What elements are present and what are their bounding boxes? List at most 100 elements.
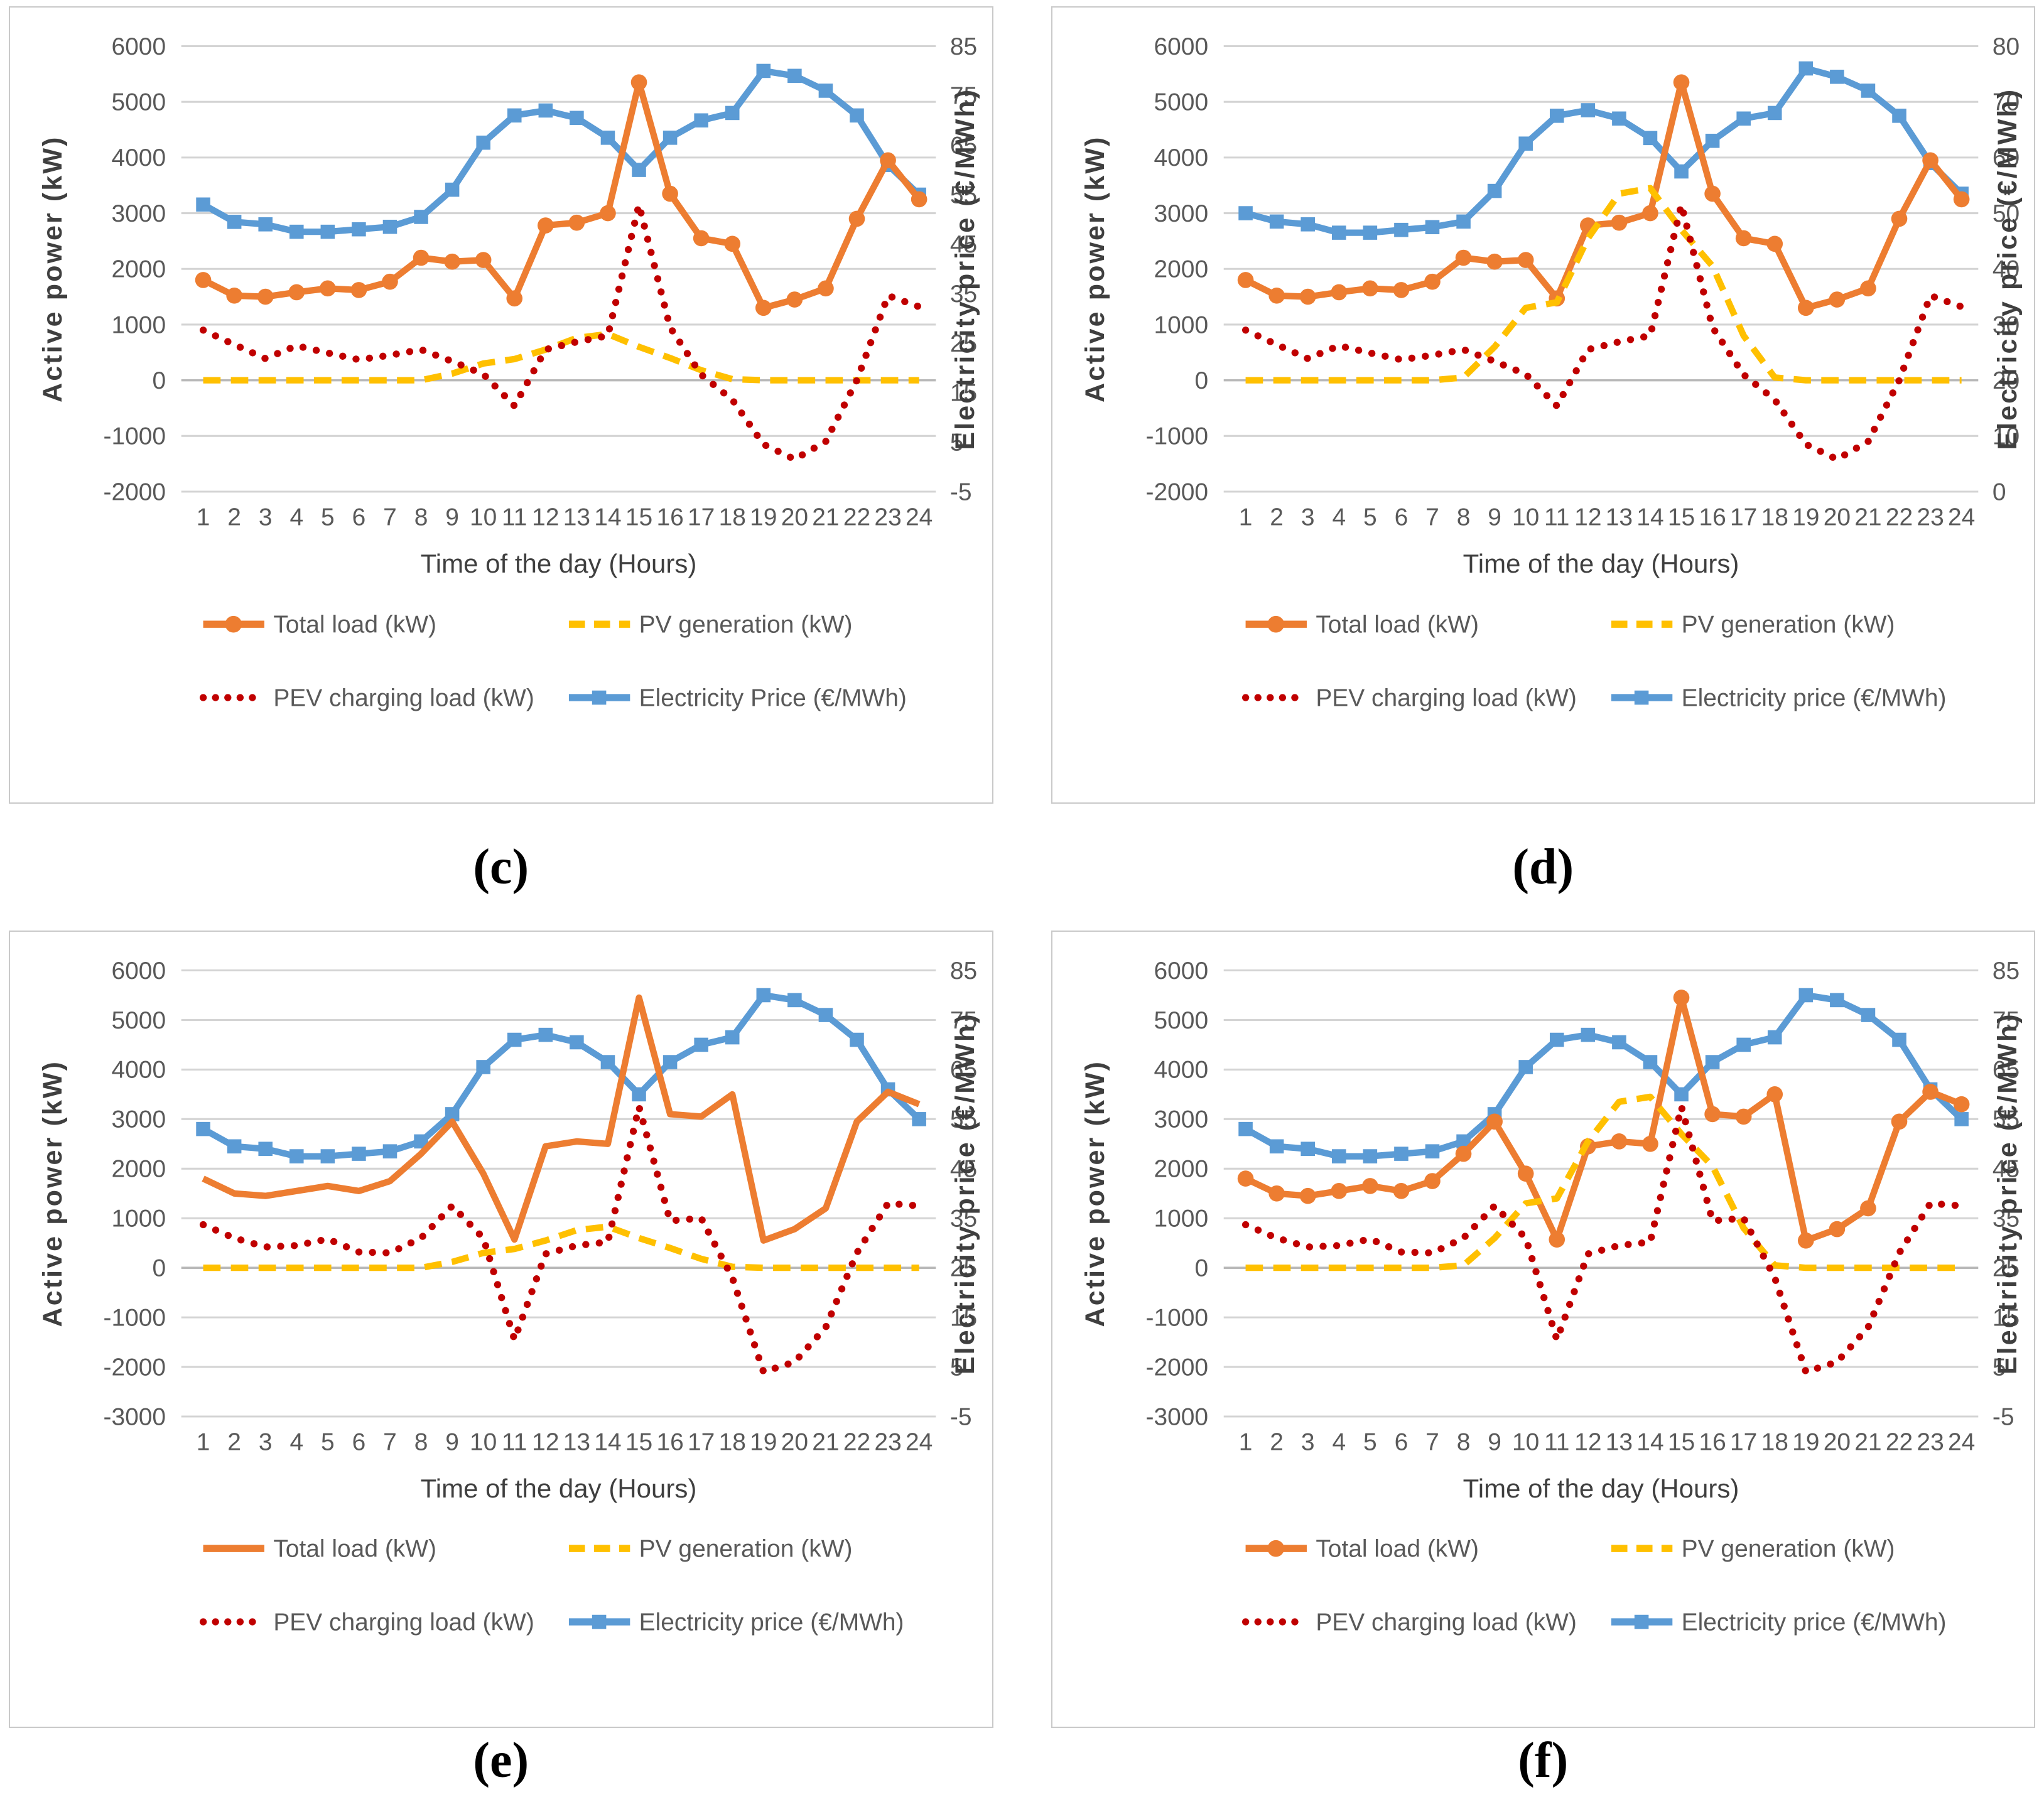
- marker-circle-total-load: [1953, 191, 1969, 208]
- y-right-tick-label: 5: [950, 1354, 964, 1381]
- y-right-tick-label: 35: [1992, 1206, 2019, 1233]
- x-tick-label: 12: [1574, 1428, 1601, 1455]
- chart-host-e: 6000 5000 4000 3000 2000 1000 0 -1000 -2000 -3000…: [10, 932, 992, 1727]
- marker-square-electricity-price: [1861, 84, 1875, 98]
- marker-circle-total-load: [1361, 280, 1378, 297]
- marker-circle-total-load: [1393, 282, 1409, 298]
- y-right-tick-label: 85: [1992, 958, 2019, 985]
- x-tick-label: 10: [470, 504, 497, 531]
- x-tick-label: 17: [688, 504, 715, 531]
- y-left-tick-label: 0: [1194, 367, 1208, 394]
- x-tick-label: 6: [1394, 504, 1408, 531]
- marker-circle-total-load: [1611, 214, 1627, 231]
- chart-host-c: 6000 5000 4000 3000 2000 1000 0 -1000 -2000 85 75 6…: [10, 8, 992, 802]
- x-axis-title: Time of the day (Hours): [421, 549, 697, 578]
- y-right-tick-label: 85: [950, 958, 977, 985]
- y-left-tick-label: -1000: [1145, 423, 1208, 450]
- x-tick-label: 9: [1488, 1428, 1501, 1455]
- y-left-tick-label: 4000: [1154, 144, 1208, 171]
- y-right-tick-label: 15: [1992, 1305, 2019, 1332]
- marker-circle-total-load: [1268, 1185, 1285, 1202]
- x-tick-label: 17: [1730, 504, 1757, 531]
- y-left-tick-label: 1000: [111, 311, 166, 338]
- y-right-tick-label: 65: [1992, 1057, 2019, 1084]
- x-tick-label: 6: [352, 504, 366, 531]
- marker-square-electricity-price: [818, 1008, 833, 1023]
- legend-label-pev-charging-load: PEV charging load (kW): [273, 684, 534, 711]
- x-tick-label: 14: [1636, 504, 1663, 531]
- x-tick-label: 5: [1363, 504, 1377, 531]
- marker-square-electricity-price: [756, 988, 771, 1003]
- series-electricity-price-line: [202, 67, 922, 235]
- marker-square-electricity-price: [258, 1141, 273, 1157]
- marker-square-electricity-price: [289, 224, 304, 239]
- series-pv-generation-line: [203, 330, 919, 384]
- marker-circle-total-load: [1330, 284, 1347, 301]
- x-tick-label: 9: [1488, 504, 1501, 531]
- marker-square-electricity-price: [818, 84, 833, 98]
- x-tick-label: 7: [383, 504, 397, 531]
- y-left-tick-label: 2000: [1154, 256, 1208, 283]
- x-tick-label: 21: [1854, 1428, 1881, 1455]
- marker-circle-total-load: [755, 300, 772, 316]
- marker-circle-total-load: [350, 282, 367, 298]
- legend-label-pv-generation: PV generation (kW): [1681, 1536, 1895, 1563]
- marker-square-electricity-price: [1331, 1149, 1346, 1164]
- marker-circle-total-load: [818, 280, 834, 297]
- x-tick-label: 20: [1823, 504, 1850, 531]
- legend-label-pv-generation: PV generation (kW): [639, 612, 853, 639]
- marker-square-electricity-price: [1363, 1149, 1377, 1164]
- x-tick-label: 3: [259, 1428, 273, 1455]
- marker-square-electricity-price: [787, 68, 802, 84]
- y-left-tick-label: -2000: [104, 478, 166, 505]
- chart-panel-f: 6000 5000 4000 3000 2000 1000 0 -1000 -2000 -3000…: [1051, 931, 2035, 1729]
- marker-square-electricity-price: [445, 1107, 460, 1121]
- x-tick-label: 8: [414, 504, 428, 531]
- x-tick-label: 18: [719, 504, 746, 531]
- y-left-tick-label: 5000: [1154, 1007, 1208, 1034]
- x-tick-label: 5: [321, 1428, 335, 1455]
- x-tick-label: 11: [1544, 504, 1569, 531]
- chart-panel-e: 6000 5000 4000 3000 2000 1000 0 -1000 -2000 -3000…: [9, 931, 993, 1729]
- x-tick-label: 6: [1394, 1428, 1408, 1455]
- legend-marker-square: [1634, 1614, 1648, 1629]
- marker-square-electricity-price: [196, 197, 210, 212]
- chart-svg-c: 6000500040003000200010000-1000-200085756…: [38, 33, 980, 712]
- marker-square-electricity-price: [912, 1112, 926, 1126]
- y-right-tick-label: 65: [950, 132, 977, 159]
- marker-square-electricity-price: [1425, 220, 1439, 235]
- y-left-tick-label: -3000: [104, 1404, 166, 1431]
- marker-circle-total-load: [226, 288, 242, 304]
- marker-circle-total-load: [630, 74, 647, 90]
- y-right-tick-label: 55: [1992, 1106, 2019, 1133]
- y-left-tick-label: 0: [152, 1255, 166, 1282]
- x-tick-label: 1: [1238, 504, 1252, 531]
- x-tick-label: 16: [656, 1428, 683, 1455]
- y-right-tick-label: 60: [1992, 144, 2019, 171]
- x-tick-label: 24: [906, 1428, 933, 1455]
- x-tick-label: 11: [502, 1428, 527, 1455]
- marker-circle-total-load: [413, 249, 430, 266]
- y-right-tick-label: 5: [950, 429, 964, 456]
- legend-label-electricity-price: Electricity price (€/MWh): [1681, 1609, 1946, 1636]
- legend-marker-circle: [225, 615, 242, 633]
- marker-circle-total-load: [1797, 1233, 1814, 1249]
- y-left-tick-label: 0: [1194, 1255, 1208, 1282]
- x-tick-label: 23: [874, 504, 901, 531]
- marker-square-electricity-price: [476, 1060, 490, 1074]
- x-tick-label: 24: [906, 504, 933, 531]
- marker-square-electricity-price: [756, 63, 771, 78]
- marker-square-electricity-price: [1331, 225, 1346, 240]
- x-tick-label: 19: [750, 1428, 777, 1455]
- marker-square-electricity-price: [320, 224, 335, 239]
- marker-circle-total-load: [1735, 230, 1751, 247]
- marker-square-electricity-price: [1705, 133, 1719, 148]
- marker-square-electricity-price: [1456, 214, 1471, 229]
- y-right-tick-label: 75: [1992, 1007, 2019, 1034]
- marker-circle-total-load: [1237, 1170, 1253, 1187]
- marker-square-electricity-price: [1736, 111, 1751, 126]
- x-tick-label: 22: [843, 504, 870, 531]
- x-tick-label: 22: [1885, 504, 1912, 531]
- x-tick-label: 5: [1363, 1428, 1377, 1455]
- marker-square-electricity-price: [1829, 70, 1844, 84]
